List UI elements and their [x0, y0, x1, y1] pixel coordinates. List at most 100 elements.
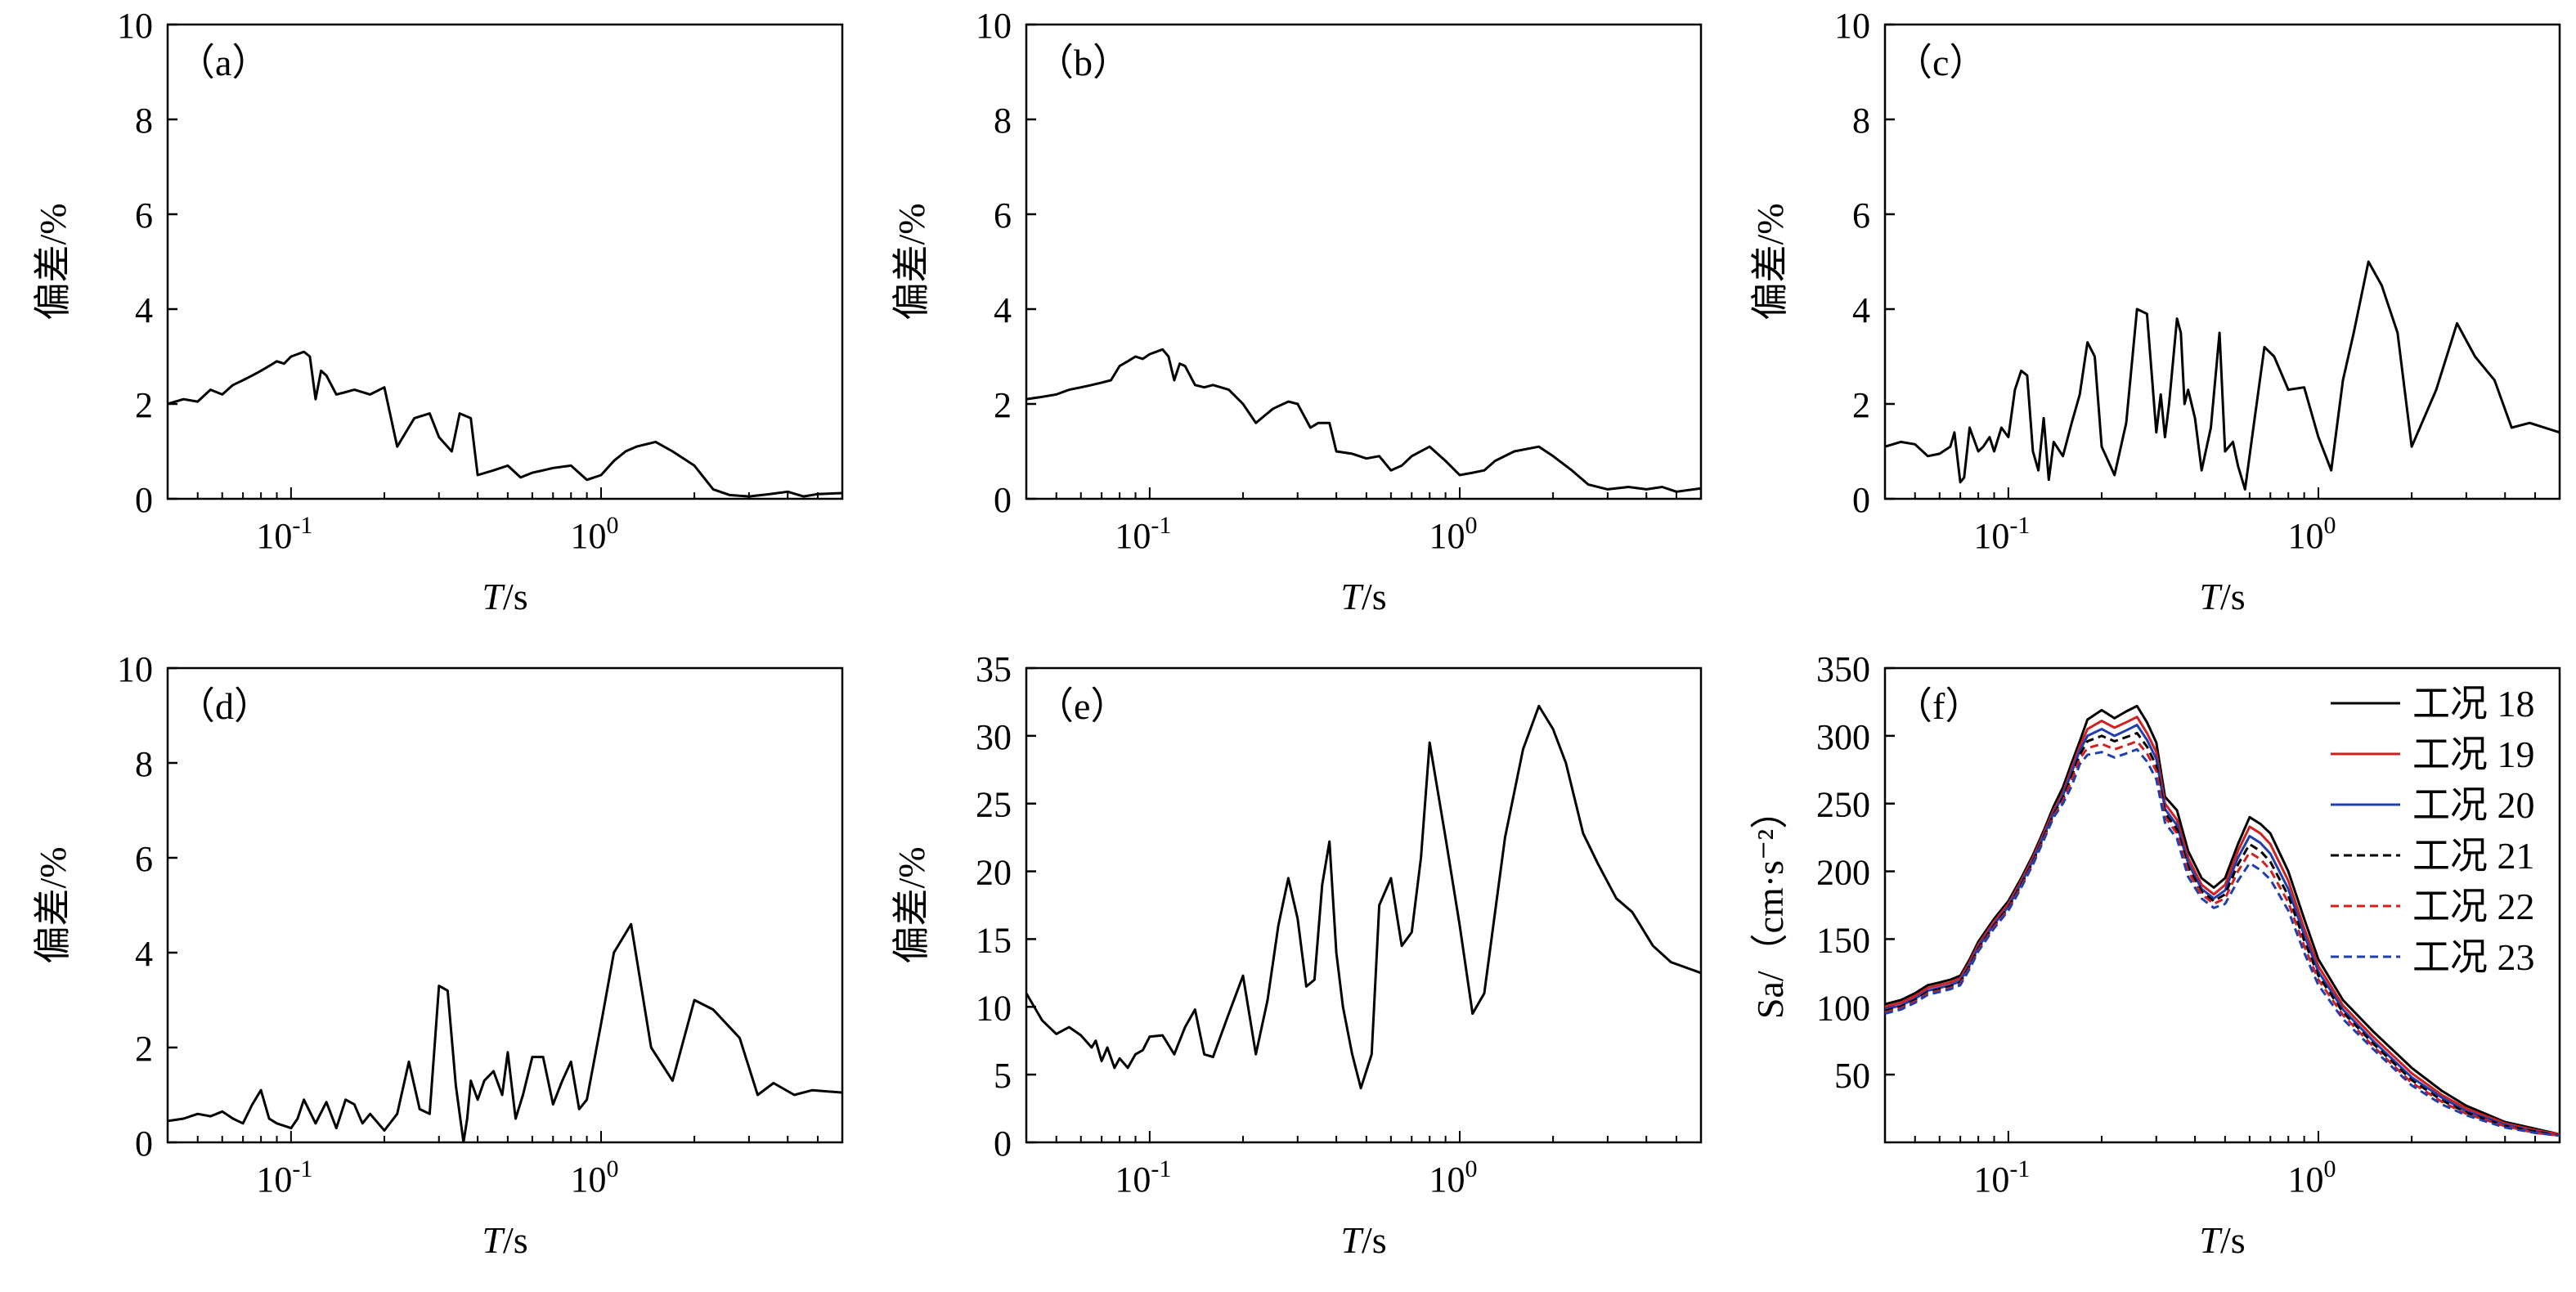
- x-tick-label: 100: [2287, 1155, 2336, 1200]
- plot-frame: [166, 666, 844, 1144]
- panel-e: 0 5 10 15 20 25 30 35 10-1 100 T/s 偏差/% （e）: [859, 644, 1717, 1288]
- y-tick-label: 0: [135, 480, 153, 520]
- y-tick-label: 8: [135, 744, 153, 784]
- panel-label: （d）: [177, 685, 272, 727]
- chart-d: 0 2 4 6 8 10 10-1 100 T/s 偏差/% （d）: [32, 649, 844, 1261]
- x-tick-label: 10-1: [1973, 512, 2030, 556]
- y-tick-label: 0: [994, 1124, 1012, 1164]
- y-tick-label: 2: [135, 1029, 153, 1069]
- legend-label: 工况 20: [2412, 784, 2535, 826]
- y-tick-label: 2: [1852, 385, 1870, 425]
- y-tick-label: 200: [1816, 853, 1870, 893]
- panel-b: 0 2 4 6 8 10 10-1 100 T/s 偏差/% （b）: [859, 0, 1717, 644]
- series-line-1: [168, 922, 842, 1142]
- chart-e: 0 5 10 15 20 25 30 35 10-1 100 T/s 偏差/% （e）: [891, 649, 1703, 1261]
- y-tick-label: 10: [976, 6, 1012, 46]
- x-axis-label: T/s: [1340, 576, 1386, 617]
- series-line-1: [168, 350, 842, 498]
- y-tick-label: 250: [1816, 785, 1870, 825]
- y-tick-label: 0: [994, 480, 1012, 520]
- y-tick-label: 4: [994, 290, 1012, 330]
- series-line-1: [1885, 260, 2560, 491]
- y-tick-label: 350: [1816, 649, 1870, 689]
- legend-label: 工况 22: [2412, 886, 2535, 927]
- x-axis-label: T/s: [482, 576, 527, 617]
- x-tick-label: 100: [570, 1155, 618, 1200]
- x-tick-label: 10-1: [256, 512, 312, 556]
- y-tick-label: 100: [1816, 988, 1870, 1028]
- x-tick-label: 100: [2287, 512, 2336, 556]
- series-line-1: [1026, 348, 1701, 493]
- y-tick-label: 10: [117, 6, 153, 46]
- y-tick-label: 0: [135, 1124, 153, 1164]
- y-tick-label: 8: [135, 101, 153, 141]
- y-tick-label: 20: [976, 853, 1012, 893]
- y-axis-label: 偏差/%: [891, 203, 932, 320]
- x-axis-label: T/s: [2199, 1219, 2245, 1261]
- chart-b: 0 2 4 6 8 10 10-1 100 T/s 偏差/% （b）: [891, 6, 1703, 617]
- y-tick-label: 300: [1816, 717, 1870, 757]
- y-tick-label: 2: [135, 385, 153, 425]
- y-axis-label: 偏差/%: [1749, 203, 1791, 320]
- y-tick-label: 0: [1852, 480, 1870, 520]
- y-tick-label: 6: [135, 195, 153, 236]
- x-axis-label: T/s: [482, 1219, 527, 1261]
- y-axis-label: Sa/（cm·s⁻²）: [1749, 792, 1791, 1019]
- y-tick-label: 10: [976, 988, 1012, 1028]
- y-tick-label: 30: [976, 717, 1012, 757]
- y-tick-label: 5: [994, 1056, 1012, 1096]
- chart-f: 50 100 150 200 250 300 350 10-1 100 T/s Sa/（cm·s⁻²…: [1749, 649, 2561, 1261]
- y-tick-label: 50: [1834, 1056, 1870, 1096]
- plot-frame: [1883, 666, 2561, 1144]
- legend-label: 工况 23: [2412, 936, 2535, 978]
- chart-a: 0 2 4 6 8 10 10-1 100 T/s 偏差/% （a）: [32, 6, 844, 617]
- y-axis-label: 偏差/%: [32, 203, 74, 320]
- y-tick-label: 2: [994, 385, 1012, 425]
- x-tick-label: 100: [1429, 1155, 1477, 1200]
- legend-label: 工况 18: [2412, 683, 2535, 725]
- y-tick-label: 15: [976, 920, 1012, 960]
- panel-a: 0 2 4 6 8 10 10-1 100 T/s 偏差/% （a）: [0, 0, 859, 644]
- x-tick-label: 10-1: [1973, 1155, 2030, 1200]
- chart-c: 0 2 4 6 8 10 10-1 100 T/s 偏差/% （c）: [1749, 6, 2561, 617]
- y-tick-label: 25: [976, 785, 1012, 825]
- y-tick-label: 8: [1852, 101, 1870, 141]
- plot-frame: [1883, 23, 2561, 500]
- y-axis-label: 偏差/%: [891, 846, 932, 963]
- y-tick-label: 8: [994, 101, 1012, 141]
- panel-label: （c）: [1895, 42, 1986, 83]
- y-tick-label: 35: [976, 649, 1012, 689]
- y-tick-label: 150: [1816, 920, 1870, 960]
- panel-label: （f）: [1895, 685, 1982, 727]
- y-tick-label: 10: [117, 649, 153, 689]
- series-line-1: [1026, 704, 1701, 1090]
- panel-f: 50 100 150 200 250 300 350 10-1 100 T/s Sa/（cm·s⁻²…: [1717, 644, 2576, 1288]
- panel-d: 0 2 4 6 8 10 10-1 100 T/s 偏差/% （d）: [0, 644, 859, 1288]
- legend-label: 工况 19: [2412, 733, 2535, 775]
- plot-frame: [1025, 666, 1703, 1144]
- x-tick-label: 10-1: [1115, 1155, 1171, 1200]
- legend-label: 工况 21: [2412, 835, 2535, 877]
- x-tick-label: 100: [1429, 512, 1477, 556]
- panel-label: （b）: [1036, 42, 1130, 83]
- y-tick-label: 10: [1834, 6, 1870, 46]
- x-tick-label: 100: [570, 512, 618, 556]
- panel-label: （e）: [1036, 685, 1128, 727]
- x-axis-label: T/s: [2199, 576, 2245, 617]
- plot-frame: [166, 23, 844, 500]
- x-axis-label: T/s: [1340, 1219, 1386, 1261]
- x-tick-label: 10-1: [256, 1155, 312, 1200]
- x-tick-label: 10-1: [1115, 512, 1171, 556]
- y-tick-label: 6: [135, 839, 153, 879]
- panel-label: （a）: [177, 42, 269, 83]
- plot-frame: [1025, 23, 1703, 500]
- panel-c: 0 2 4 6 8 10 10-1 100 T/s 偏差/% （c）: [1717, 0, 2576, 644]
- y-tick-label: 4: [135, 934, 153, 974]
- y-tick-label: 4: [1852, 290, 1870, 330]
- y-tick-label: 4: [135, 290, 153, 330]
- y-tick-label: 6: [1852, 195, 1870, 236]
- y-tick-label: 6: [994, 195, 1012, 236]
- y-axis-label: 偏差/%: [32, 846, 74, 963]
- series-line-6: [1885, 747, 2560, 1137]
